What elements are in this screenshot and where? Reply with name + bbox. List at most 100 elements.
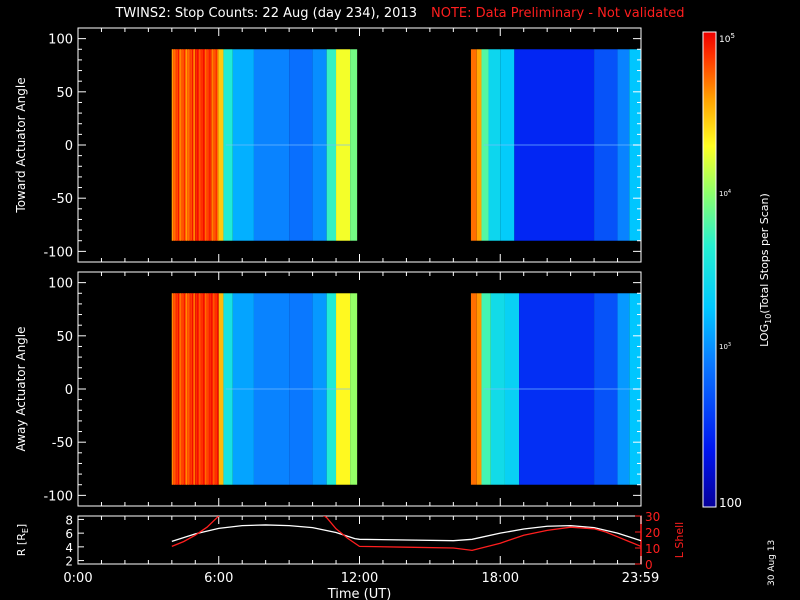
heatmap-stripe [211,293,213,485]
heatmap-column [470,49,477,241]
y2-tick-label: 10 [645,542,660,556]
heatmap-column [514,49,595,241]
heatmap-stripe [183,293,185,485]
heatmap-column [253,293,290,485]
y-tick-label: 0 [65,139,73,154]
heatmap-column [195,293,219,485]
colorbar-tick-mid: 104 [719,189,731,198]
heatmap-stripe [215,293,217,485]
y-tick-label: 6 [65,527,73,541]
heatmap-stripe [203,293,205,485]
heatmap-stripe [203,49,205,241]
heatmap-column [171,293,196,485]
heatmap-stripe [193,49,195,241]
y-tick-label: 4 [65,541,73,555]
heatmap-stripe [215,49,217,241]
y-tick-label: -100 [43,489,73,504]
heatmap-stripe [217,293,219,485]
heatmap-column [289,49,313,241]
heatmap-column [223,293,233,485]
heatmap-stripe [179,293,181,485]
heatmap-column [617,49,630,241]
heatmap-column [476,293,482,485]
heatmap-stripe [179,49,181,241]
y-axis-label-bottom: R [RE] [15,524,30,556]
y-axis-label-top: Toward Actuator Angle [14,77,28,213]
heatmap-stripe [207,49,209,241]
heatmap-column [350,49,358,241]
heatmap-stripe [185,49,187,241]
heatmap-column [171,49,196,241]
y2-tick-label: 20 [645,526,660,540]
y-tick-label: 2 [65,555,73,569]
heatmap-stripe [175,49,177,241]
heatmap-column [594,49,618,241]
x-tick-label: 12:00 [341,571,378,586]
heatmap-stripe [173,293,175,485]
heatmap-stripe [171,49,173,241]
heatmap-column [336,293,351,485]
heatmap-column [326,49,337,241]
heatmap-stripe [191,293,193,485]
y-tick-label: -100 [43,245,73,260]
x-tick-label: 6:00 [204,571,233,586]
x-tick-label: 18:00 [482,571,519,586]
y-tick-label: 100 [48,277,73,292]
heatmap-column [218,293,224,485]
heatmap-column [490,293,505,485]
l-shell-line [323,516,641,552]
heatmap-stripe [211,49,213,241]
heatmap-stripe [213,293,215,485]
colorbar-gradient [702,31,717,508]
heatmap-column [336,49,351,241]
colorbar-tick-bottom: 100 [719,496,742,510]
heatmap-stripe [213,49,215,241]
heatmap-column [223,49,233,241]
heatmap-column [289,293,313,485]
heatmap-stripe [191,49,193,241]
heatmap-column [500,49,515,241]
y-tick-label: 50 [56,86,73,101]
heatmap-column [617,293,630,485]
chart-title-text: TWINS2: Stop Counts: 22 Aug (day 234), 2… [115,6,417,21]
heatmap-column [488,49,501,241]
y-axis-label-middle: Away Actuator Angle [14,326,28,451]
y-tick-label: -50 [52,436,73,451]
heatmap-stripe [197,49,199,241]
heatmap-column [481,293,491,485]
ephemeris-lines [171,516,641,552]
colorbar-label: LOG10(Total Stops per Scan) [758,193,773,347]
heatmap-stripe [177,49,179,241]
y-tick-label: 8 [65,513,73,527]
heatmap-stripe [201,293,203,485]
heatmap-stripe [171,293,173,485]
heatmap-stripe [201,49,203,241]
chart-title: TWINS2: Stop Counts: 22 Aug (day 234), 2… [0,6,800,21]
x-axis-label: Time (UT) [327,587,392,600]
heatmap-stripe [209,293,211,485]
l-shell-line [171,516,220,548]
y-tick-label: 50 [56,330,73,345]
axes-layer [77,27,642,565]
heatmap-stripe [187,49,189,241]
heatmap-layer [171,49,641,485]
heatmap-stripe [195,49,197,241]
heatmap-stripe [205,293,207,485]
heatmap-stripe [181,49,183,241]
heatmap-column [326,293,337,485]
heatmap-stripe [189,49,191,241]
y2-tick-label: 30 [645,510,660,524]
heatmap-stripe [183,49,185,241]
heatmap-stripe [195,293,197,485]
heatmap-stripe [209,49,211,241]
heatmap-column [476,49,482,241]
heatmap-stripe [185,293,187,485]
heatmap-column [312,49,327,241]
heatmap-column [232,49,254,241]
date-stamp: 30 Aug 13 [767,539,777,586]
heatmap-column [232,293,254,485]
preliminary-note: NOTE: Data Preliminary - Not validated [430,6,685,21]
heatmap-stripe [197,293,199,485]
heatmap-column [218,49,224,241]
